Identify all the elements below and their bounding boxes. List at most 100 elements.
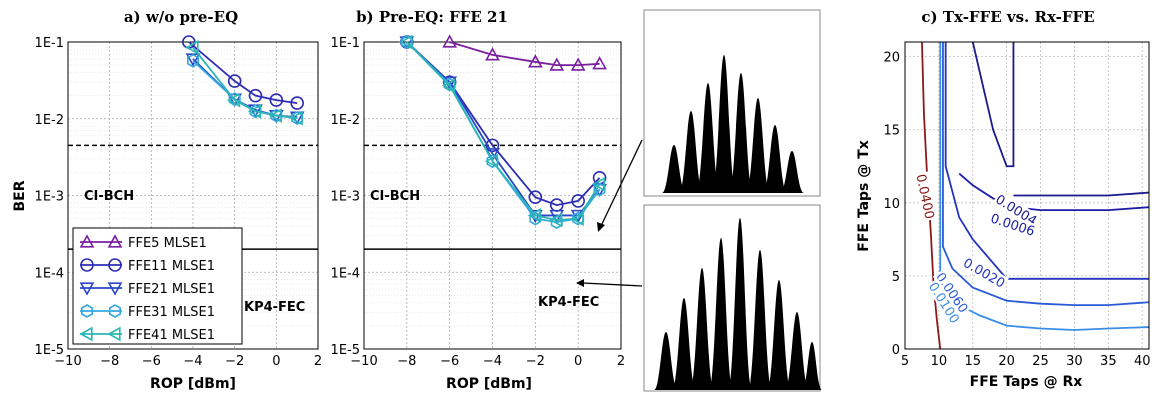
chart-b-point-ffe41-mlse1	[399, 34, 413, 50]
arrow-line-bottom	[582, 282, 643, 287]
eye-lobe	[712, 55, 736, 193]
eye-lobe	[780, 151, 804, 193]
contour-line-0-0004	[1013, 191, 1150, 197]
chart-c-ylabel: FFE Taps @ Tx	[856, 140, 872, 251]
chart-b-cibch-label: CI-BCH	[370, 189, 420, 204]
eye-diagram-bottom	[654, 218, 822, 390]
chart-a-xtick-label: 0	[272, 354, 280, 369]
eye-lobe	[729, 73, 753, 193]
chart-b-kp4-label: KP4-FEC	[538, 295, 599, 310]
legend-marker-ffe41-mlse1	[79, 326, 93, 342]
legend-marker-ffe5-mlse1	[79, 234, 95, 248]
chart-b-xtick-label: −6	[440, 354, 459, 369]
chart-a-xlabel: ROP [dBm]	[150, 376, 236, 392]
eye-lobe	[654, 332, 678, 390]
chart-a-xtick-label: −10	[54, 354, 81, 369]
chart-a-kp4-label: KP4-FEC	[244, 300, 305, 315]
contour-line-0-0006	[958, 172, 1150, 212]
arrow-head-top	[597, 222, 605, 232]
eye-diagram-top	[662, 55, 804, 193]
chart-c-xtick-label: 25	[1032, 354, 1049, 369]
legend-marker-ffe11-mlse1	[108, 258, 122, 272]
chart-a-series	[182, 35, 305, 126]
chart-c-title: c) Tx-FFE vs. Rx-FFE	[921, 8, 1094, 26]
contour-line-0-0400	[921, 41, 942, 350]
chart-b-point-ffe5-mlse1	[442, 34, 458, 48]
chart-a-frame	[67, 41, 319, 350]
contour-label-0-0400: 0.0400	[912, 173, 936, 221]
eye-diagram-bottom-frame	[643, 204, 821, 392]
chart-a-point-ffe41-mlse1	[289, 110, 303, 126]
chart-a-xtick-label: −4	[183, 354, 202, 369]
chart-c-ytick-label: 15	[883, 124, 900, 139]
chart-b-ytick-label: 1E-2	[331, 113, 360, 128]
chart-b-ytick-label: 1E-4	[331, 266, 360, 281]
chart-a-series-line-ffe11-mlse1	[188, 41, 298, 104]
chart-b-point-ffe41-mlse1	[527, 208, 541, 223]
chart-a-point-ffe21-mlse1	[227, 93, 243, 107]
eye-lobe	[672, 298, 696, 390]
chart-a-point-ffe11-mlse1	[290, 96, 304, 110]
eye-diagram-insets	[576, 9, 822, 392]
legend-marker-ffe41-mlse1	[107, 326, 121, 342]
chart-a-ytick-label: 1E-1	[35, 36, 64, 51]
chart-a-title: a) w/o pre-EQ	[124, 8, 238, 26]
contour-label-bg	[987, 210, 1038, 239]
eye-lobe	[767, 280, 791, 390]
chart-a-cibch-label: CI-BCH	[84, 189, 134, 204]
chart-b-point-ffe5-mlse1	[570, 57, 586, 71]
chart-b-series-line-ffe41-mlse1	[406, 41, 601, 221]
chart-b-point-ffe11-mlse1	[571, 194, 585, 208]
legend-entry-ffe21: FFE21 MLSE1	[128, 282, 215, 297]
chart-b-xtick-label: −2	[526, 354, 545, 369]
chart-b-point-ffe21-mlse1	[399, 36, 415, 50]
chart-a-ylabel: BER	[12, 180, 28, 211]
chart-b-frame	[363, 41, 622, 350]
chart-b-point-ffe41-mlse1	[484, 153, 499, 169]
eye-lobe	[746, 98, 770, 193]
chart-a-ytick-label: 1E-3	[35, 190, 64, 205]
eye-lobe	[690, 268, 714, 390]
chart-a-xtick-label: −8	[100, 354, 119, 369]
chart-c-ytick-label: 10	[883, 197, 900, 212]
chart-c-xtick-label: 15	[965, 354, 982, 369]
chart-c-xtick-label: 20	[998, 354, 1015, 369]
arrow-line-top	[600, 139, 643, 227]
chart-a-point-ffe41-mlse1	[227, 92, 241, 108]
legend-markers	[79, 234, 123, 342]
eye-lobe	[696, 83, 720, 193]
chart-a-point-ffe11-mlse1	[248, 88, 263, 103]
chart-a-point-ffe41-mlse1	[247, 103, 262, 119]
chart-b-point-ffe5-mlse1	[527, 54, 543, 68]
legend-marker-ffe5-mlse1	[107, 234, 123, 248]
chart-b-point-ffe41-mlse1	[442, 78, 456, 94]
eye-lobe	[763, 125, 787, 193]
chart-b-xtick-label: −10	[350, 354, 377, 369]
chart-c-xtick-label: 30	[1066, 354, 1083, 369]
chart-b-series	[399, 34, 607, 230]
eye-lobe	[709, 238, 733, 390]
legend-entry-ffe31: FFE31 MLSE1	[128, 305, 215, 320]
chart-b-xtick-label: −8	[397, 354, 416, 369]
legend-box	[72, 227, 243, 345]
chart-b-ytick-label: 1E-3	[331, 190, 360, 205]
chart-c-xtick-label: 40	[1134, 354, 1151, 369]
chart-c-xtick-label: 5	[901, 354, 909, 369]
chart-c-xtick-label: 35	[1100, 354, 1117, 369]
chart-a-point-ffe41-mlse1	[268, 108, 282, 123]
legend-marker-ffe21-mlse1	[107, 282, 123, 296]
chart-b-ytick-label: 1E-1	[331, 36, 360, 51]
chart-a-point-ffe11-mlse1	[269, 93, 284, 107]
chart-c-ytick-label: 20	[883, 51, 900, 66]
chart-a-xtick-label: −6	[142, 354, 161, 369]
chart-b-title: b) Pre-EQ: FFE 21	[356, 8, 508, 26]
chart-b-ytick-label: 1E-5	[331, 343, 360, 358]
chart-a-xtick-label: −2	[225, 354, 244, 369]
legend-marker-ffe31-mlse1	[109, 304, 121, 318]
chart-b-xtick-label: −4	[483, 354, 502, 369]
legend: FFE5 MLSE1 FFE11 MLSE1 FFE21 MLSE1 FFE31…	[72, 227, 243, 345]
legend-entry-ffe11: FFE11 MLSE1	[128, 259, 215, 274]
